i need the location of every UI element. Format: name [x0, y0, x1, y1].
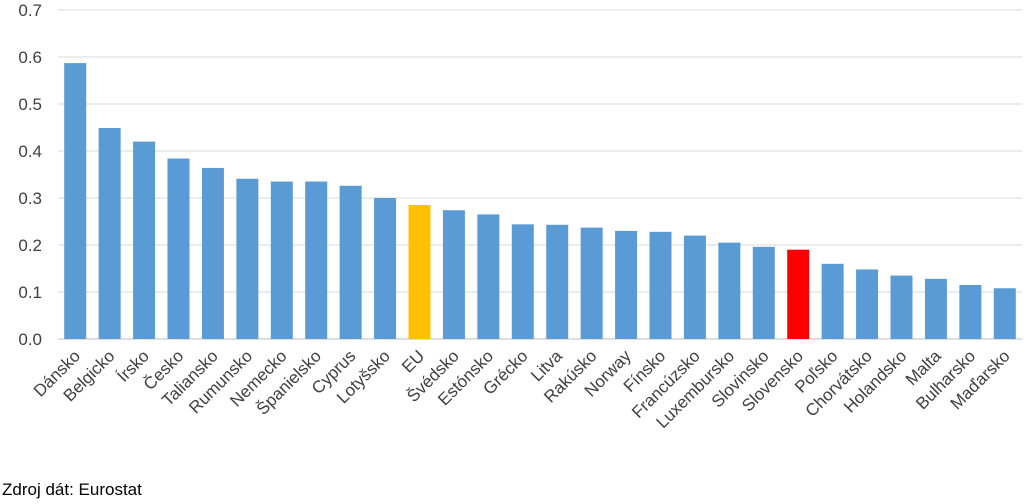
bar — [752, 246, 775, 339]
y-tick-label: 0.2 — [18, 236, 42, 255]
bar-chart: 0.0 0.1 0.2 0.3 0.4 0.5 0.6 0.7 DánskoBelgickoÍ… — [18, 1, 1022, 432]
bars — [64, 63, 1016, 340]
bar — [718, 242, 741, 339]
bar — [167, 158, 190, 339]
bar — [649, 231, 672, 339]
y-axis-ticks: 0.0 0.1 0.2 0.3 0.4 0.5 0.6 0.7 — [18, 1, 42, 349]
bar — [133, 141, 156, 339]
bar — [236, 178, 259, 339]
y-tick-label: 0.4 — [18, 142, 42, 161]
bar — [64, 63, 87, 340]
bar — [305, 181, 328, 339]
bar — [546, 224, 569, 339]
bar — [98, 127, 121, 339]
bar — [959, 284, 982, 339]
bar — [856, 269, 879, 339]
y-tick-label: 0.0 — [18, 330, 42, 349]
bar — [511, 224, 534, 339]
source-note: Zdroj dát: Eurostat — [2, 480, 142, 499]
bar — [787, 249, 810, 339]
bar — [374, 198, 397, 339]
bar — [408, 205, 431, 339]
bar — [477, 214, 500, 339]
bar — [442, 210, 465, 339]
y-tick-label: 0.6 — [18, 48, 42, 67]
y-tick-label: 0.3 — [18, 189, 42, 208]
bar — [270, 181, 293, 339]
y-tick-label: 0.7 — [18, 1, 42, 20]
bar — [580, 227, 603, 339]
bar — [821, 263, 844, 339]
bar — [683, 235, 706, 339]
x-axis-labels: DánskoBelgickoÍrskoČeskoTalianskoRumunsk… — [30, 346, 1014, 432]
bar — [924, 278, 947, 339]
bar — [339, 185, 362, 339]
y-tick-label: 0.1 — [18, 283, 42, 302]
y-tick-label: 0.5 — [18, 95, 42, 114]
bar — [993, 288, 1016, 339]
bar — [615, 230, 638, 339]
bar — [201, 167, 224, 339]
bar — [890, 275, 913, 339]
